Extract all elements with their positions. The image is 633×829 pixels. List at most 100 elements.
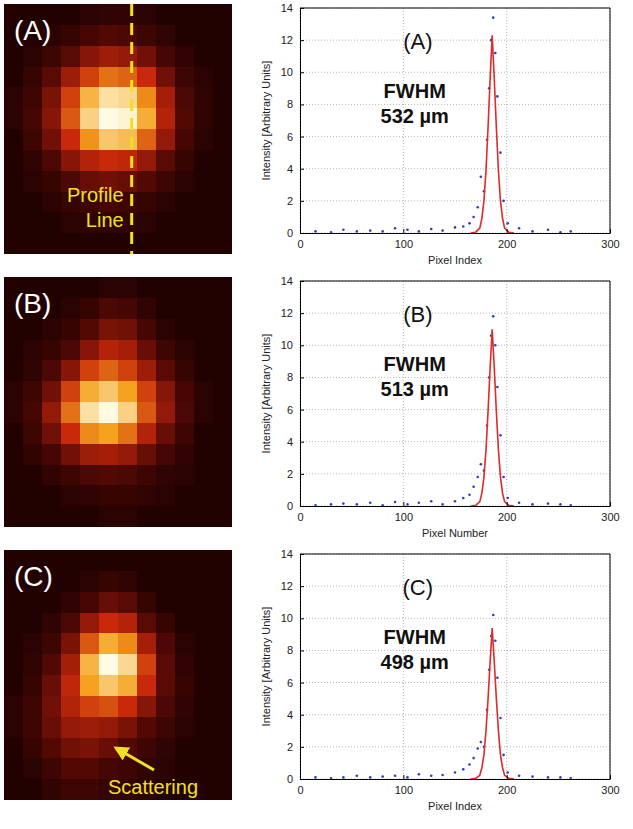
- cell: [156, 613, 176, 634]
- tick-mark: [403, 502, 404, 506]
- cell: [61, 592, 81, 613]
- cell: [213, 571, 232, 592]
- tick: 6: [287, 404, 304, 416]
- cell: [175, 613, 195, 634]
- frame: [300, 8, 610, 9]
- grid-line: [300, 8, 301, 233]
- cell: [175, 4, 195, 25]
- tick-mark: [507, 775, 508, 779]
- cell: [213, 108, 232, 129]
- cell: [4, 675, 24, 696]
- grid-line: [300, 441, 610, 442]
- cell: [137, 67, 157, 88]
- marks: [314, 16, 572, 233]
- cell: [213, 485, 232, 506]
- axis-line: [300, 9, 301, 234]
- cell: [156, 277, 176, 298]
- cell: [194, 381, 214, 402]
- tick: 2: [287, 468, 304, 480]
- cell: [99, 67, 119, 88]
- data-point: [468, 222, 471, 225]
- tick: 14: [281, 2, 304, 14]
- cell: [175, 633, 195, 654]
- cell: [118, 485, 138, 506]
- cell: [175, 506, 195, 527]
- data-point: [506, 222, 509, 225]
- tick-mark: [300, 313, 304, 314]
- cell: [4, 654, 24, 675]
- data-point: [314, 230, 317, 233]
- cell: [137, 25, 157, 46]
- cell: [23, 423, 43, 444]
- cell: [156, 46, 176, 67]
- cell: [156, 550, 176, 571]
- tick: 300: [601, 502, 619, 523]
- grid-line: [300, 554, 610, 555]
- cell: [4, 319, 24, 340]
- cell: [99, 423, 119, 444]
- grid-line: [300, 40, 610, 41]
- grid-line: [506, 281, 507, 506]
- cell: [4, 613, 24, 634]
- tick: 200: [498, 502, 516, 523]
- cell: [194, 340, 214, 361]
- cell: [61, 87, 81, 108]
- cell: [4, 444, 24, 465]
- cell: [61, 4, 81, 25]
- data-point: [356, 230, 359, 233]
- data-point: [330, 503, 333, 506]
- data-point: [506, 497, 509, 500]
- cell: [61, 613, 81, 634]
- data-point: [502, 754, 505, 757]
- tick: 8: [287, 644, 304, 656]
- cell: [156, 129, 176, 150]
- cell: [4, 340, 24, 361]
- frame: [610, 8, 611, 233]
- grid-line: [610, 281, 611, 506]
- cell: [213, 46, 232, 67]
- grid-line: [300, 618, 610, 619]
- tick: 8: [287, 98, 304, 110]
- cell: [213, 129, 232, 150]
- cell: [175, 212, 195, 233]
- data-point: [430, 774, 433, 777]
- data-point: [430, 228, 433, 231]
- cell: [4, 381, 24, 402]
- annotation-arrow: [116, 748, 154, 770]
- cell: [99, 108, 119, 129]
- data-point: [454, 500, 457, 503]
- cell: [213, 277, 232, 298]
- y-axis-title: Intensity [Arbitrary Units]: [260, 334, 272, 454]
- cell: [156, 67, 176, 88]
- cell: [194, 571, 214, 592]
- cell: [213, 506, 232, 527]
- cell: [23, 717, 43, 738]
- cell: [156, 25, 176, 46]
- cell: [80, 758, 100, 779]
- fit-line: [471, 628, 514, 779]
- data-point: [441, 774, 444, 777]
- cell: [80, 696, 100, 717]
- cell: [61, 150, 81, 171]
- cell: [42, 506, 62, 527]
- tick: 300: [601, 775, 619, 796]
- marks: [314, 315, 572, 506]
- cell: [213, 613, 232, 634]
- cell: [137, 381, 157, 402]
- cell: [175, 46, 195, 67]
- cell: [137, 423, 157, 444]
- tick: 200: [498, 775, 516, 796]
- cell: [156, 108, 176, 129]
- data-point: [330, 777, 333, 779]
- cell: [213, 298, 232, 319]
- tick-mark: [610, 775, 611, 779]
- axis-line: [301, 233, 611, 234]
- tick-label: 8: [287, 98, 293, 110]
- fit-line: [471, 329, 514, 506]
- cell: [118, 4, 138, 25]
- cell: [156, 360, 176, 381]
- data-point: [492, 16, 495, 19]
- cell: [137, 696, 157, 717]
- cell: [175, 465, 195, 486]
- data-point: [547, 776, 550, 779]
